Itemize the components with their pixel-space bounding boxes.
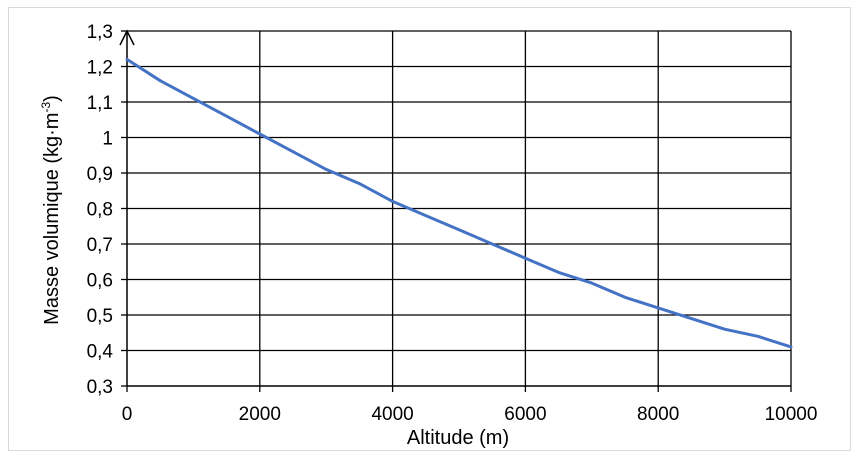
series-line [125,57,793,349]
y-axis-arrow [119,29,135,46]
y-axis-title: Masse volumique (kg·m-3) [39,95,63,325]
y-tick-label: 1,2 [87,58,113,79]
y-tick-label: 0,3 [87,377,113,398]
y-tick-label: 0,9 [87,164,113,185]
tick-labels: 0,3 0,4 0,5 0,6 0,7 0,8 0,9 1 1,1 1,2 1,3 0 2000 4000… [87,22,818,425]
x-tick-label: 10000 [765,404,818,425]
y-tick-label: 0,5 [87,306,113,327]
x-tick-label: 6000 [504,404,546,425]
y-axis-title-main: Masse volumique (kg·m [41,113,63,325]
y-tick-label: 0,4 [87,342,114,363]
axes [119,29,792,392]
x-axis-title: Altitude (m) [407,427,509,449]
y-tick-label: 0,7 [87,235,113,256]
series [125,57,793,349]
y-tick-label: 0,6 [87,271,113,292]
y-tick-label: 1,3 [87,22,113,43]
x-tick-label: 4000 [371,404,413,425]
grid [127,30,792,386]
chart-frame [8,7,851,451]
y-axis-title-end: ) [41,95,63,102]
x-tick-label: 8000 [637,404,679,425]
x-tick-label: 0 [122,404,133,425]
x-tick-label: 2000 [239,404,281,425]
y-tick-label: 1,1 [87,93,113,114]
y-axis-title-sup: -3 [39,102,53,113]
y-tick-label: 0,8 [87,200,113,221]
y-tick-label: 1 [102,129,113,150]
